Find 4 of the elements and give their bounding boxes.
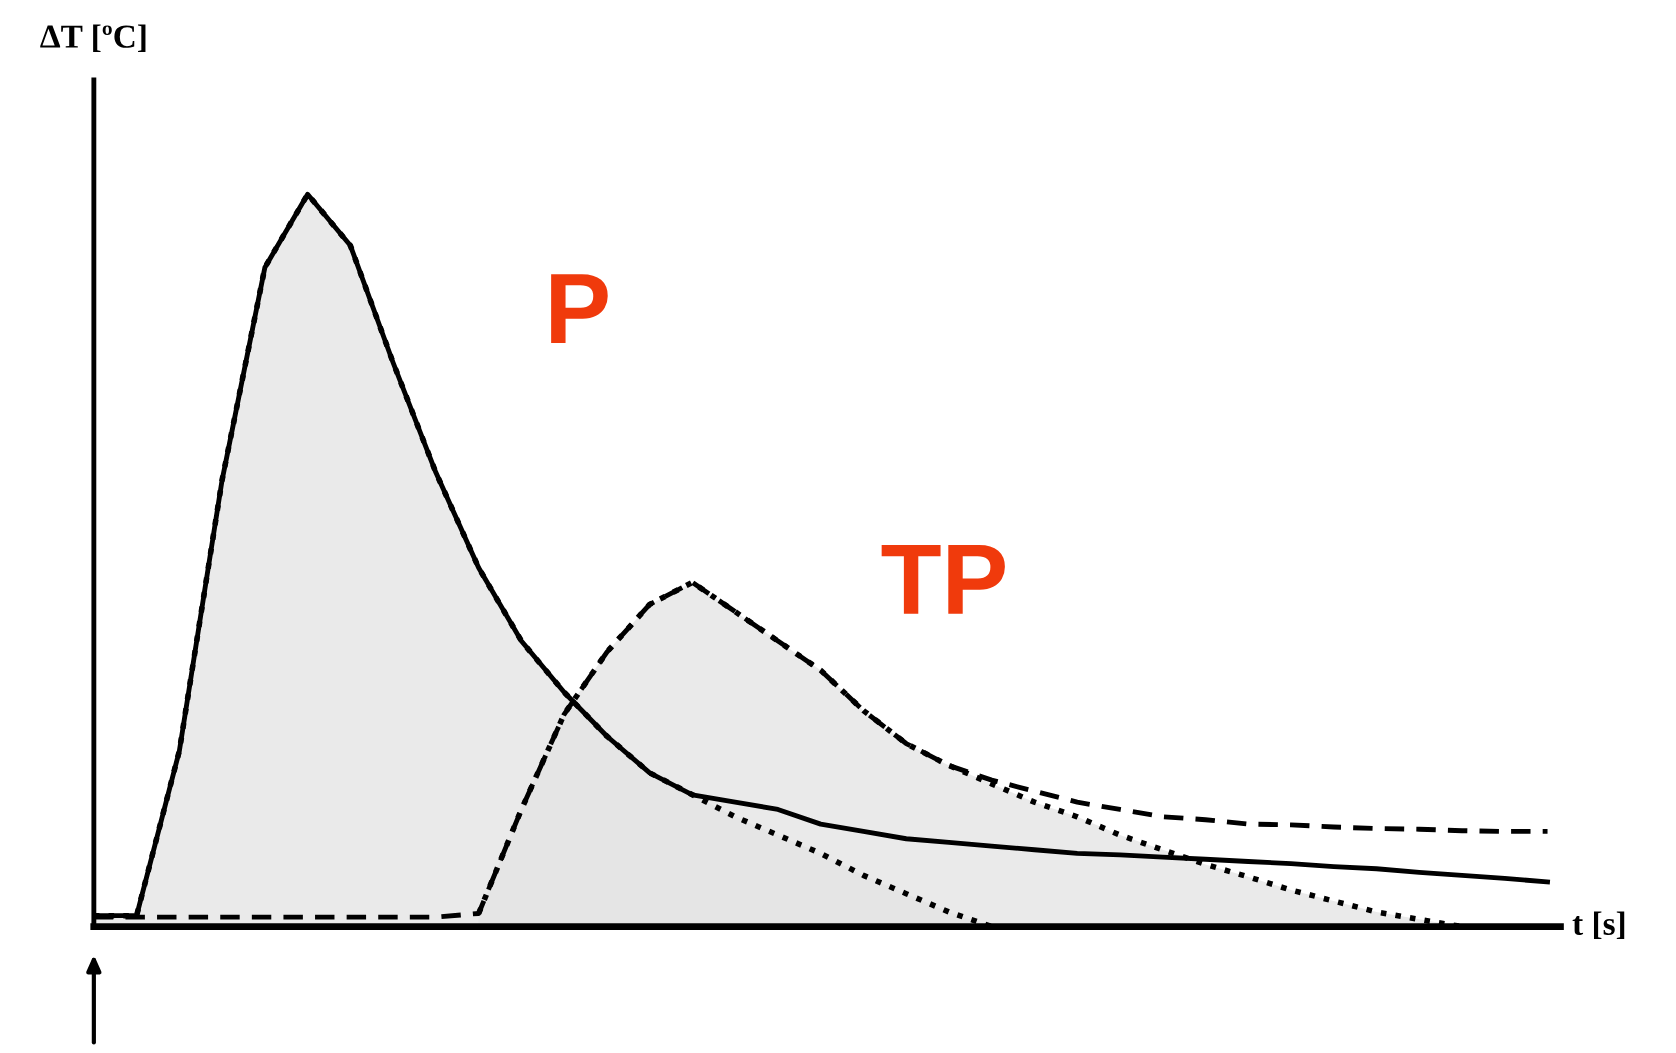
annotation: TP — [881, 545, 1005, 614]
y-axis-title: ΔT [ºC] — [40, 24, 146, 52]
annotation: P — [551, 274, 608, 343]
x-axis-title: t [s] — [1572, 911, 1625, 940]
